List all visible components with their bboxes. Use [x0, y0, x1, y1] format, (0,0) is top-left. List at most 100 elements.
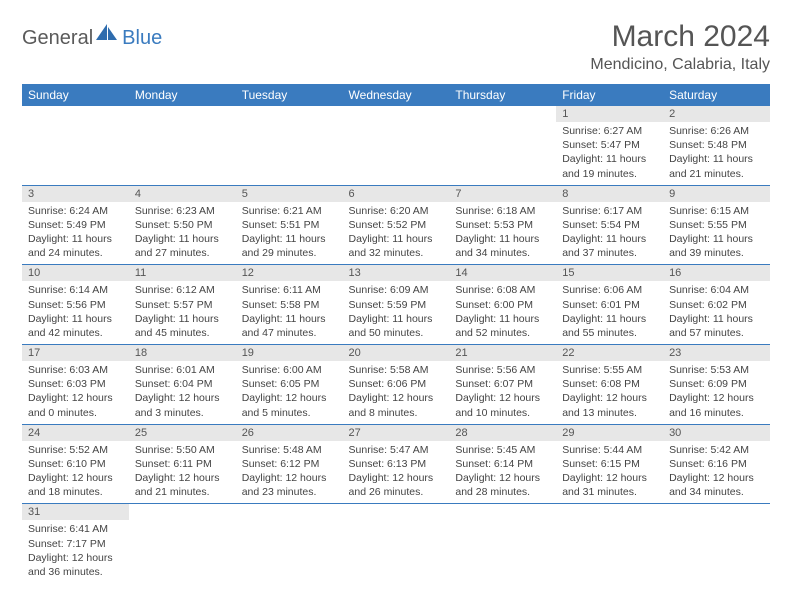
calendar-cell-empty: [556, 504, 663, 583]
day-line-ss: Sunset: 6:15 PM: [562, 457, 657, 471]
calendar-cell: 9Sunrise: 6:15 AMSunset: 5:55 PMDaylight…: [663, 185, 770, 265]
day-line-d2: and 32 minutes.: [349, 246, 444, 260]
calendar-cell: 1Sunrise: 6:27 AMSunset: 5:47 PMDaylight…: [556, 106, 663, 185]
day-line-d1: Daylight: 12 hours: [135, 391, 230, 405]
day-content: Sunrise: 6:04 AMSunset: 6:02 PMDaylight:…: [663, 281, 770, 344]
day-line-sr: Sunrise: 6:26 AM: [669, 124, 764, 138]
day-line-sr: Sunrise: 6:24 AM: [28, 204, 123, 218]
logo: General Blue: [22, 24, 162, 53]
day-line-d2: and 34 minutes.: [669, 485, 764, 499]
day-line-sr: Sunrise: 5:50 AM: [135, 443, 230, 457]
calendar-cell: 12Sunrise: 6:11 AMSunset: 5:58 PMDayligh…: [236, 265, 343, 345]
calendar-row: 24Sunrise: 5:52 AMSunset: 6:10 PMDayligh…: [22, 424, 770, 504]
weekday-header: Thursday: [449, 84, 556, 106]
day-line-ss: Sunset: 5:56 PM: [28, 298, 123, 312]
calendar-cell: 3Sunrise: 6:24 AMSunset: 5:49 PMDaylight…: [22, 185, 129, 265]
day-line-d2: and 23 minutes.: [242, 485, 337, 499]
calendar-cell: 16Sunrise: 6:04 AMSunset: 6:02 PMDayligh…: [663, 265, 770, 345]
day-line-sr: Sunrise: 6:21 AM: [242, 204, 337, 218]
day-line-ss: Sunset: 6:07 PM: [455, 377, 550, 391]
calendar-row: 1Sunrise: 6:27 AMSunset: 5:47 PMDaylight…: [22, 106, 770, 185]
day-line-d1: Daylight: 11 hours: [455, 312, 550, 326]
day-number: 7: [449, 186, 556, 202]
day-line-ss: Sunset: 5:50 PM: [135, 218, 230, 232]
day-line-d2: and 5 minutes.: [242, 406, 337, 420]
day-number: 21: [449, 345, 556, 361]
calendar-row: 10Sunrise: 6:14 AMSunset: 5:56 PMDayligh…: [22, 265, 770, 345]
day-line-d2: and 36 minutes.: [28, 565, 123, 579]
day-line-d1: Daylight: 11 hours: [562, 312, 657, 326]
day-content: Sunrise: 6:24 AMSunset: 5:49 PMDaylight:…: [22, 202, 129, 265]
day-number: 22: [556, 345, 663, 361]
calendar-table: SundayMondayTuesdayWednesdayThursdayFrid…: [22, 84, 770, 583]
day-number: 4: [129, 186, 236, 202]
weekday-header: Wednesday: [343, 84, 450, 106]
calendar-cell-empty: [663, 504, 770, 583]
day-content: Sunrise: 5:44 AMSunset: 6:15 PMDaylight:…: [556, 441, 663, 504]
day-line-d2: and 39 minutes.: [669, 246, 764, 260]
day-number: 6: [343, 186, 450, 202]
day-content: Sunrise: 6:26 AMSunset: 5:48 PMDaylight:…: [663, 122, 770, 185]
calendar-cell: 11Sunrise: 6:12 AMSunset: 5:57 PMDayligh…: [129, 265, 236, 345]
logo-text-blue: Blue: [122, 27, 162, 50]
day-line-ss: Sunset: 6:05 PM: [242, 377, 337, 391]
day-number: 23: [663, 345, 770, 361]
day-line-ss: Sunset: 6:16 PM: [669, 457, 764, 471]
sail-icon: [96, 24, 118, 47]
day-line-ss: Sunset: 5:59 PM: [349, 298, 444, 312]
day-number: 30: [663, 425, 770, 441]
day-content: Sunrise: 5:55 AMSunset: 6:08 PMDaylight:…: [556, 361, 663, 424]
day-line-d1: Daylight: 11 hours: [242, 312, 337, 326]
day-line-d2: and 19 minutes.: [562, 167, 657, 181]
day-line-d1: Daylight: 12 hours: [455, 471, 550, 485]
day-line-sr: Sunrise: 6:01 AM: [135, 363, 230, 377]
calendar-row: 31Sunrise: 6:41 AMSunset: 7:17 PMDayligh…: [22, 504, 770, 583]
day-line-sr: Sunrise: 5:47 AM: [349, 443, 444, 457]
calendar-cell: 10Sunrise: 6:14 AMSunset: 5:56 PMDayligh…: [22, 265, 129, 345]
calendar-cell-empty: [129, 106, 236, 185]
day-line-ss: Sunset: 6:12 PM: [242, 457, 337, 471]
day-content: Sunrise: 6:15 AMSunset: 5:55 PMDaylight:…: [663, 202, 770, 265]
day-line-ss: Sunset: 6:03 PM: [28, 377, 123, 391]
calendar-cell: 27Sunrise: 5:47 AMSunset: 6:13 PMDayligh…: [343, 424, 450, 504]
day-line-sr: Sunrise: 6:08 AM: [455, 283, 550, 297]
day-line-sr: Sunrise: 6:15 AM: [669, 204, 764, 218]
day-number: 24: [22, 425, 129, 441]
day-number: 17: [22, 345, 129, 361]
day-content: Sunrise: 6:08 AMSunset: 6:00 PMDaylight:…: [449, 281, 556, 344]
day-line-ss: Sunset: 5:54 PM: [562, 218, 657, 232]
day-line-d2: and 37 minutes.: [562, 246, 657, 260]
calendar-cell: 26Sunrise: 5:48 AMSunset: 6:12 PMDayligh…: [236, 424, 343, 504]
day-line-ss: Sunset: 5:51 PM: [242, 218, 337, 232]
calendar-cell-empty: [129, 504, 236, 583]
day-content: Sunrise: 6:00 AMSunset: 6:05 PMDaylight:…: [236, 361, 343, 424]
day-line-ss: Sunset: 6:00 PM: [455, 298, 550, 312]
day-line-d1: Daylight: 11 hours: [562, 232, 657, 246]
day-line-d1: Daylight: 12 hours: [242, 391, 337, 405]
day-line-d2: and 13 minutes.: [562, 406, 657, 420]
day-line-ss: Sunset: 6:06 PM: [349, 377, 444, 391]
day-content: Sunrise: 6:20 AMSunset: 5:52 PMDaylight:…: [343, 202, 450, 265]
day-line-ss: Sunset: 5:57 PM: [135, 298, 230, 312]
day-line-d1: Daylight: 11 hours: [242, 232, 337, 246]
day-line-sr: Sunrise: 6:12 AM: [135, 283, 230, 297]
day-number: 3: [22, 186, 129, 202]
day-line-d1: Daylight: 11 hours: [28, 232, 123, 246]
day-line-ss: Sunset: 6:11 PM: [135, 457, 230, 471]
day-number: 13: [343, 265, 450, 281]
day-line-sr: Sunrise: 6:11 AM: [242, 283, 337, 297]
day-line-d2: and 29 minutes.: [242, 246, 337, 260]
day-line-sr: Sunrise: 6:14 AM: [28, 283, 123, 297]
day-number: 8: [556, 186, 663, 202]
calendar-cell: 18Sunrise: 6:01 AMSunset: 6:04 PMDayligh…: [129, 345, 236, 425]
day-line-d2: and 28 minutes.: [455, 485, 550, 499]
day-line-ss: Sunset: 5:58 PM: [242, 298, 337, 312]
day-line-d1: Daylight: 12 hours: [562, 471, 657, 485]
day-line-d2: and 10 minutes.: [455, 406, 550, 420]
day-line-d2: and 45 minutes.: [135, 326, 230, 340]
day-content: Sunrise: 6:03 AMSunset: 6:03 PMDaylight:…: [22, 361, 129, 424]
day-line-sr: Sunrise: 5:56 AM: [455, 363, 550, 377]
calendar-cell: 31Sunrise: 6:41 AMSunset: 7:17 PMDayligh…: [22, 504, 129, 583]
day-line-d2: and 27 minutes.: [135, 246, 230, 260]
day-number: 20: [343, 345, 450, 361]
